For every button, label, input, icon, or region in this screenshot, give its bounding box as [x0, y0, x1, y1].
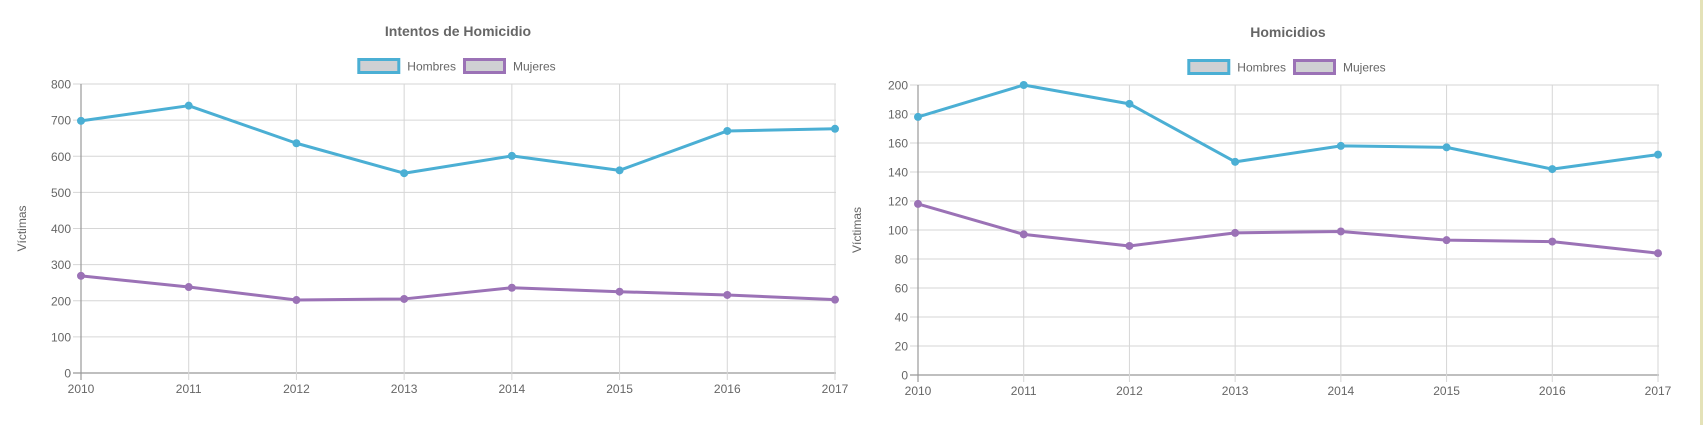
y-tick-label: 500 [51, 186, 71, 200]
data-point-mujeres-2013[interactable] [1231, 228, 1240, 237]
data-point-hombres-2015[interactable] [615, 166, 624, 175]
series-hombres [77, 101, 839, 178]
x-tick-label: 2015 [606, 382, 633, 396]
legend-item-hombres[interactable]: Hombres [357, 58, 456, 74]
legend-item-mujeres[interactable]: Mujeres [1293, 59, 1386, 75]
data-point-hombres-2010[interactable] [77, 116, 85, 125]
data-point-mujeres-2014[interactable] [507, 283, 516, 292]
data-point-hombres-2017[interactable] [831, 124, 839, 133]
panel-border [1700, 0, 1703, 425]
y-tick-label: 200 [51, 294, 71, 308]
y-tick-label: 40 [895, 311, 909, 325]
data-point-hombres-2014[interactable] [507, 151, 516, 160]
x-tick-label: 2011 [176, 382, 202, 396]
legend-swatch [1293, 59, 1336, 75]
data-point-hombres-2015[interactable] [1442, 143, 1451, 152]
legend-swatch [463, 58, 506, 74]
chart-svg: Homicidios Hombres Mujeres 0 20 40 60 80 100 120 1… [850, 24, 1672, 398]
data-point-hombres-2011[interactable] [1019, 81, 1028, 89]
y-tick-label: 0 [64, 367, 71, 381]
data-point-hombres-2016[interactable] [723, 126, 732, 135]
y-tick-label: 400 [51, 222, 71, 236]
data-point-mujeres-2017[interactable] [1654, 249, 1662, 258]
y-tick-label: 100 [51, 330, 71, 344]
y-tick-label: 200 [888, 79, 908, 93]
y-tick-label: 80 [895, 253, 909, 267]
series-line [917, 202, 1659, 255]
data-point-mujeres-2017[interactable] [831, 295, 839, 304]
legend-label: Hombres [407, 60, 456, 74]
data-point-mujeres-2010[interactable] [914, 199, 922, 208]
y-tick-label: 700 [51, 114, 71, 128]
series-line [917, 83, 1659, 171]
data-point-hombres-2010[interactable] [914, 112, 922, 121]
chart-homicidios: Homicidios Hombres Mujeres 0 20 40 60 80 100 120 1… [850, 0, 1700, 425]
data-point-mujeres-2013[interactable] [400, 294, 409, 303]
data-point-mujeres-2011[interactable] [184, 283, 193, 292]
x-tick-label: 2017 [1645, 384, 1672, 398]
legend-item-hombres[interactable]: Hombres [1187, 59, 1286, 75]
data-point-mujeres-2010[interactable] [77, 271, 85, 280]
data-point-hombres-2011[interactable] [184, 101, 193, 110]
data-point-hombres-2016[interactable] [1548, 165, 1557, 174]
y-tick-label: 20 [895, 340, 909, 354]
x-tick-label: 2015 [1433, 384, 1460, 398]
legend-swatch [357, 58, 401, 74]
y-tick-label: 600 [51, 150, 71, 164]
x-tick-label: 2012 [283, 382, 310, 396]
legend-label: Mujeres [1343, 61, 1386, 75]
series-mujeres [914, 199, 1662, 258]
data-point-hombres-2013[interactable] [1231, 157, 1240, 166]
data-point-mujeres-2012[interactable] [292, 296, 301, 305]
y-tick-label: 100 [888, 224, 908, 238]
y-tick-label: 300 [51, 258, 71, 272]
data-point-hombres-2017[interactable] [1654, 150, 1662, 159]
x-tick-label: 2014 [1328, 384, 1355, 398]
x-tick-label: 2013 [391, 382, 418, 396]
y-tick-label: 120 [888, 195, 908, 209]
series-line [80, 104, 836, 175]
chart-title: Intentos de Homicidio [385, 23, 531, 39]
x-tick-label: 2010 [905, 384, 932, 398]
series-mujeres [77, 271, 839, 305]
data-point-mujeres-2016[interactable] [1548, 237, 1557, 246]
x-tick-label: 2012 [1116, 384, 1143, 398]
y-axis-label: Víctimas [15, 205, 29, 251]
y-axis-label: Víctimas [850, 207, 864, 253]
legend-swatch [1187, 59, 1231, 75]
series-hombres [914, 81, 1662, 174]
data-point-mujeres-2015[interactable] [615, 287, 624, 296]
data-point-mujeres-2011[interactable] [1019, 230, 1028, 239]
y-tick-label: 60 [895, 282, 909, 296]
data-point-hombres-2012[interactable] [292, 139, 301, 148]
data-point-mujeres-2014[interactable] [1336, 227, 1345, 236]
y-tick-label: 140 [888, 166, 908, 180]
x-tick-label: 2010 [68, 382, 95, 396]
data-point-mujeres-2016[interactable] [723, 290, 732, 299]
data-point-mujeres-2015[interactable] [1442, 236, 1451, 245]
x-tick-label: 2013 [1222, 384, 1249, 398]
data-point-hombres-2014[interactable] [1336, 141, 1345, 150]
chart-svg: Intentos de Homicidio Hombres Mujeres 0 100 2… [15, 23, 849, 396]
y-tick-label: 180 [888, 108, 908, 122]
legend-label: Hombres [1237, 61, 1286, 75]
chart-intentos-de-homicidio: Intentos de Homicidio Hombres Mujeres 0 100 2… [0, 0, 850, 425]
data-point-hombres-2012[interactable] [1125, 99, 1134, 108]
x-tick-label: 2014 [499, 382, 526, 396]
x-tick-label: 2017 [822, 382, 849, 396]
legend-label: Mujeres [513, 60, 556, 74]
x-tick-label: 2016 [1539, 384, 1566, 398]
x-tick-label: 2011 [1011, 384, 1037, 398]
y-tick-label: 0 [901, 369, 908, 383]
legend-item-mujeres[interactable]: Mujeres [463, 58, 556, 74]
y-tick-label: 800 [51, 78, 71, 92]
data-point-hombres-2013[interactable] [400, 169, 409, 178]
x-tick-label: 2016 [714, 382, 741, 396]
data-point-mujeres-2012[interactable] [1125, 241, 1134, 250]
y-tick-label: 160 [888, 137, 908, 151]
series-line [80, 274, 836, 302]
chart-title: Homicidios [1250, 24, 1326, 40]
